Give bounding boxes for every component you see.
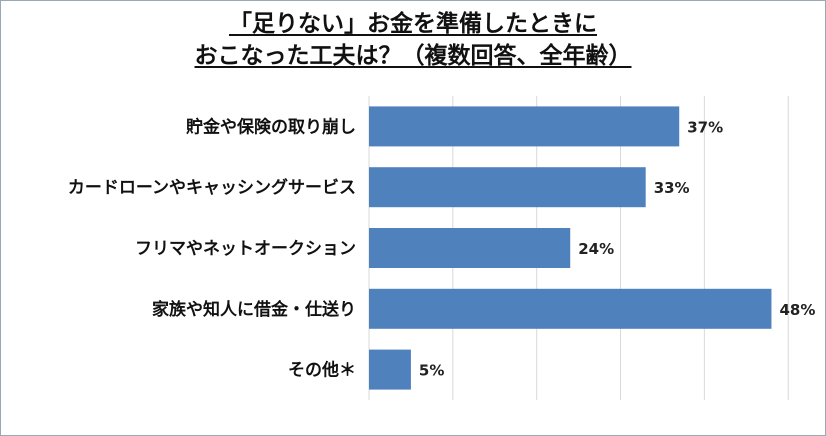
chart-title: 「足りない」お金を準備したときに おこなった工夫は？（複数回答、全年齢）	[0, 8, 826, 72]
bar-2	[369, 228, 571, 268]
category-label-2: フリマやネットオークション	[135, 239, 356, 259]
value-label-4: 5%	[419, 362, 444, 380]
value-labels: 37% 33% 24% 48% 5%	[419, 118, 815, 379]
value-label-2: 24%	[578, 240, 614, 258]
bar-4	[369, 349, 411, 390]
bar-0	[369, 106, 680, 147]
value-label-1: 33%	[654, 179, 690, 197]
category-label-0: 貯金や保険の取り崩し	[186, 116, 356, 137]
category-labels: 貯金や保険の取り崩しカードローンやキャッシングサービスフリマやネットオークション…	[68, 116, 356, 380]
category-label-4: その他＊	[288, 360, 356, 381]
category-label-3: 家族や知人に借金・仕送り	[152, 299, 356, 320]
value-label-3: 48%	[779, 301, 815, 319]
chart-title-line-2: おこなった工夫は？（複数回答、全年齢）	[194, 43, 632, 69]
bar-3	[369, 288, 772, 329]
bar-1	[369, 167, 646, 208]
value-label-0: 37%	[687, 118, 723, 136]
bars	[369, 106, 772, 390]
chart-title-line-1: 「足りない」お金を準備したときに	[229, 11, 597, 37]
category-label-1: カードローンやキャッシングサービス	[68, 177, 356, 198]
